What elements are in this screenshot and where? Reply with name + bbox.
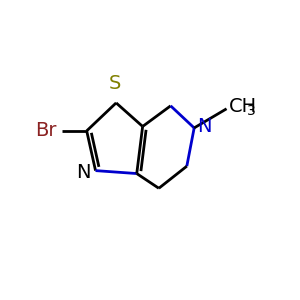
Text: N: N — [197, 117, 212, 136]
Text: S: S — [109, 74, 121, 94]
Text: 3: 3 — [247, 104, 256, 118]
Text: N: N — [76, 163, 91, 182]
Text: CH: CH — [229, 97, 257, 116]
Text: Br: Br — [35, 122, 56, 140]
